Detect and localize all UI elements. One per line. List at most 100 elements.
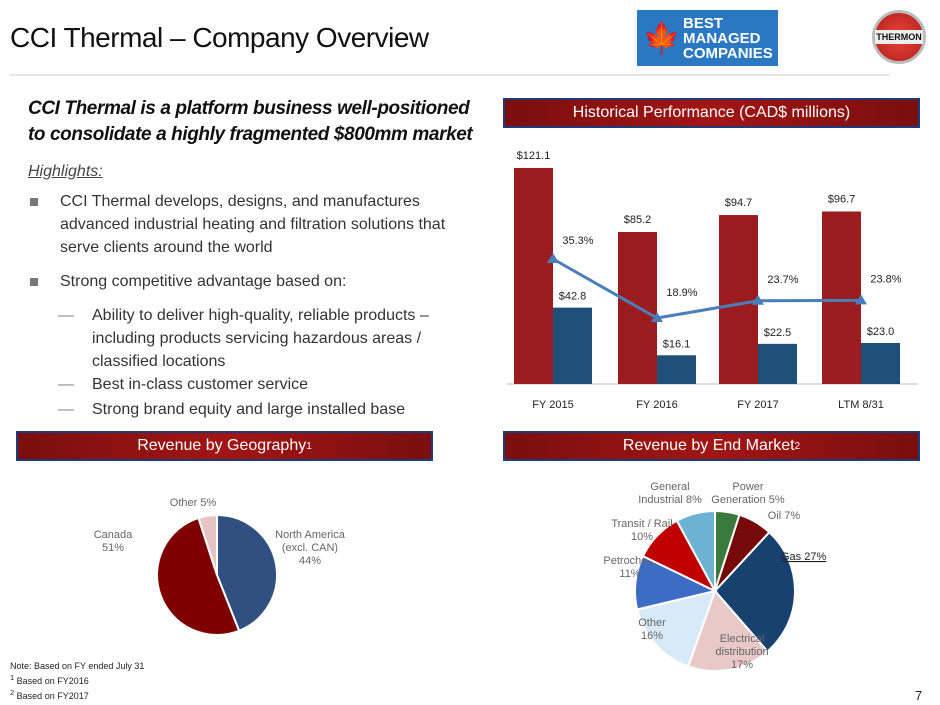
dash-icon: — bbox=[58, 401, 74, 418]
pie-slice bbox=[156, 516, 241, 636]
ebitda-bar bbox=[553, 307, 592, 384]
pie-slice bbox=[675, 509, 716, 592]
pie-label: Generation 5% bbox=[711, 494, 785, 506]
sub-bullet-line: including products servicing hazardous a… bbox=[92, 330, 422, 347]
pie-label: 16% bbox=[641, 630, 663, 642]
pie-label: 10% bbox=[631, 531, 653, 543]
sub-bullet-line: Best in-class customer service bbox=[92, 376, 309, 393]
sub-bullet-line: classified locations bbox=[92, 353, 226, 370]
bullet-line: Strong competitive advantage based on: bbox=[60, 273, 347, 290]
note-line: 1 Based on FY2016 bbox=[10, 672, 144, 687]
end-market-header: Revenue by End Market 2 bbox=[503, 431, 920, 461]
ebitda-label: $42.8 bbox=[559, 291, 587, 303]
best-managed-companies-logo: 🍁 BEST MANAGED COMPANIES bbox=[637, 10, 778, 66]
x-tick-label: FY 2015 bbox=[532, 399, 573, 411]
x-tick-label: FY 2016 bbox=[636, 399, 677, 411]
note-text: Based on FY ended July 31 bbox=[31, 661, 145, 671]
pie-label: 17% bbox=[731, 659, 753, 671]
footnote-ref: 2 bbox=[794, 440, 801, 452]
tagline-line: CCI Thermal is a platform business well-… bbox=[28, 98, 470, 119]
pie-slice bbox=[197, 513, 218, 576]
pie-label: Other bbox=[638, 617, 666, 629]
pie-label: General bbox=[650, 481, 689, 493]
pie-label: distribution bbox=[715, 646, 768, 658]
pie-label: 51% bbox=[102, 542, 124, 554]
revenue-bar bbox=[514, 167, 553, 384]
revenue-bar bbox=[719, 215, 758, 384]
sub-bullet-item: — Strong brand equity and large installed… bbox=[58, 398, 405, 421]
bullet-line: serve clients around the world bbox=[60, 239, 273, 256]
sub-bullet-item: — Best in-class customer service bbox=[58, 373, 308, 396]
margin-marker bbox=[651, 312, 663, 323]
pie-label: 11% bbox=[619, 568, 640, 580]
pie-label: Other 5% bbox=[170, 497, 217, 509]
revenue-label: $94.7 bbox=[725, 197, 753, 209]
pie-label: North America bbox=[275, 529, 346, 541]
dash-icon: — bbox=[58, 376, 74, 393]
pie-slice bbox=[713, 530, 796, 653]
note-text: Based on FY2017 bbox=[14, 691, 89, 701]
note-line: 2 Based on FY2017 bbox=[10, 687, 144, 702]
sub-bullet-item: — Ability to deliver high-quality, reliab… bbox=[58, 304, 429, 373]
margin-label: 23.7% bbox=[767, 274, 798, 286]
ebitda-bar bbox=[758, 343, 797, 384]
footnote-ref: 1 bbox=[306, 440, 312, 452]
thermon-logo: THERMON bbox=[872, 10, 926, 64]
bullet-square-icon bbox=[30, 198, 38, 206]
maple-leaf-icon: 🍁 bbox=[643, 22, 681, 55]
sub-bullet-line: Ability to deliver high-quality, reliabl… bbox=[92, 307, 429, 324]
ebitda-label: $23.0 bbox=[867, 326, 895, 338]
margin-label: 23.8% bbox=[870, 273, 901, 285]
bullet-line: advanced industrial heating and filtrati… bbox=[60, 216, 446, 233]
highlights-label: Highlights: bbox=[28, 163, 103, 180]
ebitda-label: $16.1 bbox=[663, 338, 691, 350]
ebitda-bar bbox=[861, 342, 900, 384]
page-title: CCI Thermal – Company Overview bbox=[10, 22, 429, 53]
note-label: Note: bbox=[10, 661, 32, 671]
tagline: CCI Thermal is a platform business well-… bbox=[28, 96, 473, 148]
pie-label: Gas 27% bbox=[781, 551, 826, 563]
pie-label: Transit / Rail bbox=[611, 518, 672, 530]
margin-marker bbox=[547, 253, 559, 263]
revenue-label: $85.2 bbox=[624, 214, 652, 226]
margin-label: 35.3% bbox=[562, 235, 593, 247]
pie-label: Power bbox=[732, 481, 764, 493]
note-sup: 2 bbox=[10, 688, 15, 697]
tagline-line: to consolidate a highly fragmented $800m… bbox=[28, 124, 473, 145]
x-tick-label: LTM 8/31 bbox=[838, 399, 884, 411]
revenue-bar bbox=[822, 211, 861, 384]
pie-slice bbox=[216, 513, 278, 633]
header-text: Historical Performance (CAD$ millions) bbox=[572, 104, 851, 121]
pie-label: Oil 7% bbox=[768, 510, 801, 522]
margin-marker bbox=[855, 294, 867, 305]
ebitda-label: $22.5 bbox=[764, 327, 792, 339]
note-line: Note: Based on FY ended July 31 bbox=[10, 660, 144, 672]
pie-label: (excl. CAN) bbox=[282, 542, 338, 554]
pie-label: Electrical bbox=[720, 633, 765, 645]
note-sup: 1 bbox=[10, 673, 15, 682]
page-number: 7 bbox=[915, 688, 923, 703]
margin-marker bbox=[752, 294, 764, 305]
pie-label: Industrial 8% bbox=[638, 494, 702, 506]
header-text: Revenue by End Market bbox=[622, 437, 795, 454]
sub-bullet-line: Strong brand equity and large installed … bbox=[92, 401, 406, 418]
margin-label: 18.9% bbox=[666, 287, 697, 299]
bullet-item: CCI Thermal develops, designs, and manuf… bbox=[28, 190, 445, 259]
historical-performance-header: Historical Performance (CAD$ millions) bbox=[503, 98, 920, 128]
note-text: Based on FY2016 bbox=[14, 676, 89, 686]
margin-line bbox=[552, 257, 862, 320]
revenue-label: $121.1 bbox=[517, 150, 551, 162]
ebitda-bar bbox=[657, 355, 696, 384]
pie-slice bbox=[635, 589, 717, 668]
header-text: Revenue by Geography bbox=[137, 437, 307, 454]
footnotes: Note: Based on FY ended July 31 1 Based … bbox=[10, 660, 144, 702]
bullet-item: Strong competitive advantage based on: bbox=[28, 270, 346, 293]
title-divider bbox=[10, 74, 890, 76]
pie-label: Canada bbox=[94, 529, 133, 541]
revenue-label: $96.7 bbox=[828, 193, 856, 205]
x-tick-label: FY 2017 bbox=[737, 399, 778, 411]
thermon-logo-text: THERMON bbox=[875, 30, 923, 44]
geography-header: Revenue by Geography 1 bbox=[16, 431, 433, 461]
bullet-square-icon bbox=[30, 278, 38, 286]
